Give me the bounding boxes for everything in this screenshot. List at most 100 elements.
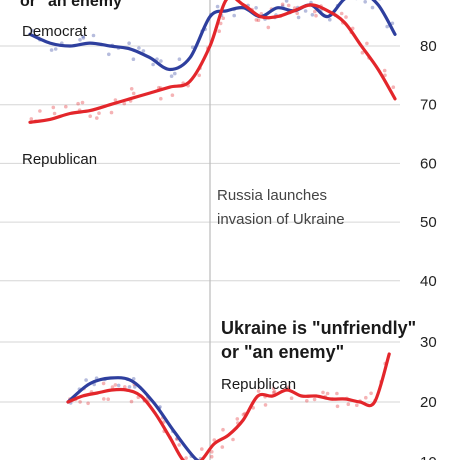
bottom-republican-dot [113, 383, 118, 387]
bottom-republican-dot [106, 397, 110, 402]
top-democrat-dot [370, 5, 375, 10]
event-annotation-line2: invasion of Ukraine [217, 211, 345, 228]
top-democrat-dot [169, 74, 174, 78]
bottom-republican-dot [101, 381, 106, 386]
bottom-democrat-dot [133, 385, 137, 389]
top-republican-dot [391, 85, 396, 89]
bottom-republican-dot [346, 402, 351, 407]
bottom-republican-dot [305, 399, 309, 403]
top-republican-dot [131, 91, 136, 96]
top-democrat-dot [215, 4, 220, 9]
top-republican-dot [254, 18, 259, 22]
top-democrat-dot [81, 34, 85, 39]
bottom-democrat-line [66, 376, 200, 460]
top-republican-dot [221, 16, 225, 21]
bottom-republican-dot [289, 396, 294, 401]
bottom-republican-dot [272, 389, 277, 394]
bottom-republican-dot [263, 403, 268, 407]
top-democrat-dot [310, 13, 315, 17]
top-republican-dot [159, 96, 163, 101]
top-democrat-dot [378, 0, 381, 1]
bottom-republican-dot [221, 427, 225, 432]
bottom-republican-dot [325, 391, 330, 396]
top-democrat-dot [141, 49, 146, 53]
bottom-republican-dot [102, 397, 106, 401]
top-republican-dot [197, 73, 201, 78]
top-republican-dot [314, 13, 318, 18]
top-y-tick-label: 70 [420, 97, 437, 114]
top-y-tick-label: 40 [420, 273, 437, 290]
top-democrat-dot [390, 21, 395, 26]
bottom-republican-dot [110, 385, 115, 389]
bottom-republican-dot [200, 447, 204, 451]
bottom-y-tick-label: 10 [420, 454, 437, 460]
bottom-republican-dot [235, 417, 240, 421]
top-democrat-dot [173, 71, 177, 76]
top-republican-dot [170, 93, 175, 97]
top-republican-dot [344, 15, 348, 19]
top-republican-dot [113, 98, 118, 102]
top-republican-dot [256, 18, 261, 23]
top-democrat-dot [363, 0, 368, 4]
top-y-tick-label: 60 [420, 155, 437, 172]
bottom-y-tick-label: 30 [420, 334, 437, 351]
bottom-democrat-dot [84, 378, 88, 382]
top-democrat-dot [254, 6, 258, 10]
bottom-republican-dot [86, 401, 90, 406]
top-democrat-dot [49, 48, 54, 52]
bottom-republican-dot [209, 454, 214, 459]
top-republican-dot [280, 2, 285, 7]
bottom-republican-dot [355, 403, 359, 408]
top-democrat-dot [296, 15, 301, 20]
bottom-panel-title-line2: or "an enemy" [221, 342, 344, 362]
bottom-republican-dot [184, 456, 188, 460]
bottom-republican-dot [369, 391, 373, 396]
top-republican-dot [64, 104, 68, 109]
bottom-republican-dot [78, 400, 82, 404]
top-republican-dot [382, 68, 387, 73]
top-republican-line [28, 0, 397, 124]
top-democrat-dot [177, 57, 182, 61]
bottom-republican-dot [177, 443, 181, 447]
bottom-republican-line [66, 352, 391, 460]
label-republican-bottom: Republican [221, 376, 296, 393]
top-republican-dot [109, 110, 114, 115]
bottom-republican-dot [123, 385, 127, 389]
top-republican-dot [95, 116, 99, 120]
top-democrat-dot [91, 33, 96, 38]
top-democrat-dot [284, 0, 289, 3]
top-democrat-dot [53, 47, 58, 51]
top-republican-dot [76, 101, 80, 106]
top-republican-dot [266, 25, 271, 30]
top-republican-dot [217, 29, 221, 33]
top-republican-dot [360, 50, 365, 55]
label-republican-top: Republican [22, 151, 97, 168]
top-republican-dot [97, 111, 101, 115]
top-republican-dot [122, 101, 127, 106]
top-republican-dot [365, 41, 369, 46]
y-axis-ticks: 80 70 60 50 40 30 20 10 [420, 38, 437, 460]
bottom-y-tick-label: 20 [420, 394, 437, 411]
bottom-democrat-dot [116, 383, 121, 388]
top-republican-dot [51, 105, 56, 110]
top-democrat-dot [232, 13, 236, 18]
bottom-republican-dot [321, 390, 325, 395]
top-democrat-dot [151, 62, 155, 67]
bottom-republican-dot [210, 450, 214, 454]
bottom-republican-dot [129, 399, 134, 404]
top-republican-dot [38, 109, 42, 113]
trend-lines [28, 0, 397, 460]
top-panel-title-fragment: or "an enemy" [20, 0, 129, 10]
top-democrat-dot [131, 57, 136, 61]
top-democrat-dot [81, 36, 86, 40]
event-annotation-line1: Russia launches [217, 187, 327, 204]
top-democrat-line [28, 0, 397, 72]
top-republican-dot [339, 11, 344, 16]
bottom-republican-dot [212, 438, 217, 442]
top-republican-dot [52, 111, 57, 116]
bottom-republican-dot [271, 386, 276, 391]
top-republican-dot [88, 114, 92, 118]
bottom-republican-dot [364, 395, 368, 400]
bottom-republican-dot [271, 390, 276, 395]
